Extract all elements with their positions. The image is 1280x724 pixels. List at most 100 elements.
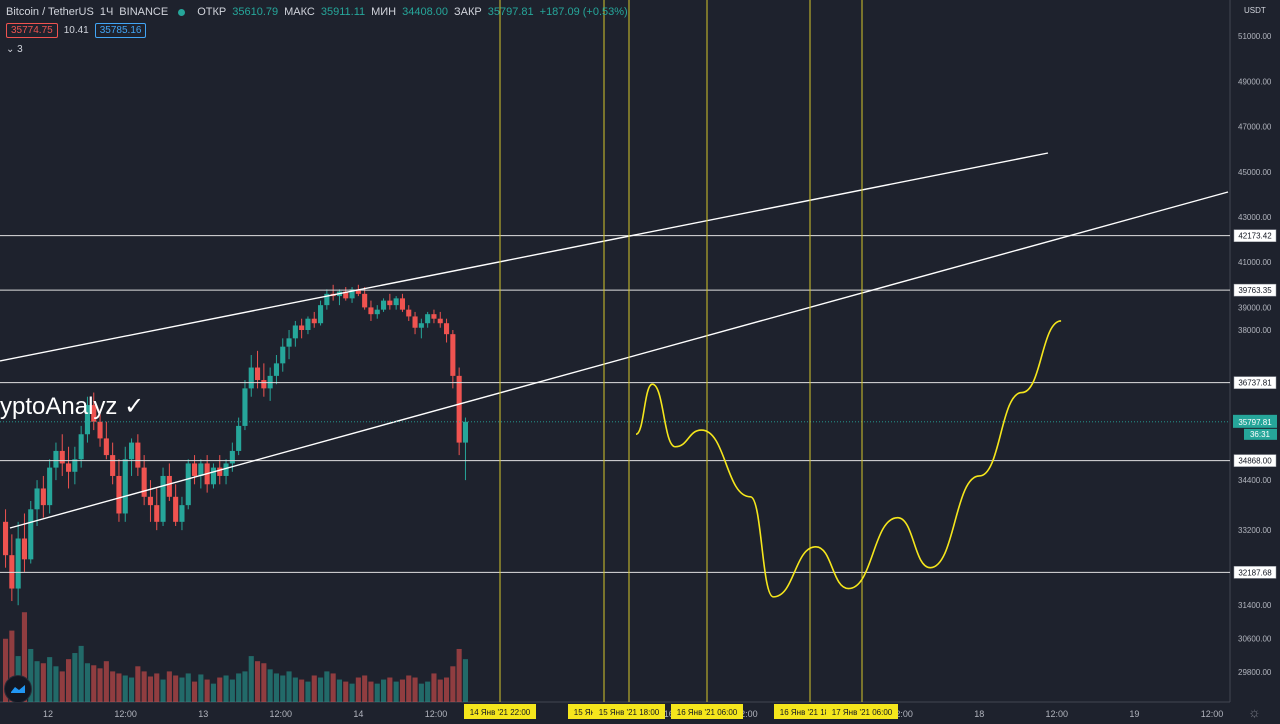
candle-body (261, 380, 267, 389)
candle-body (53, 450, 59, 468)
volume-bar (393, 681, 399, 702)
gear-icon[interactable]: ☼ (1248, 704, 1261, 720)
candle-body (47, 467, 53, 506)
high-label: МАКС (284, 6, 315, 18)
candle-body (324, 293, 330, 306)
candle-body (9, 555, 15, 589)
candle-body (198, 463, 204, 476)
price-tick-label: 45000.00 (1238, 168, 1272, 177)
time-tick-label: 19 (1129, 709, 1139, 719)
candle-body (84, 405, 90, 435)
volume-bar (141, 671, 147, 702)
time-mark-label: 16 Янв '21 06:00 (677, 708, 738, 717)
symbol-name[interactable]: Bitcoin / TetherUS (6, 6, 94, 18)
volume-bar (305, 681, 311, 702)
last-price-label: 35797.81 (1238, 418, 1272, 427)
candle-body (242, 388, 248, 426)
volume-bar (3, 638, 9, 702)
candle-body (21, 538, 27, 560)
time-tick-label: 14 (353, 709, 363, 719)
ask-box[interactable]: 35785.16 (94, 23, 147, 38)
candle-body (40, 488, 46, 506)
volume-bar (116, 673, 122, 702)
level-label-text: 42173.42 (1238, 232, 1272, 241)
volume-bar (47, 657, 53, 702)
candle-body (412, 316, 418, 328)
volume-bar (129, 677, 135, 702)
candle-body (160, 475, 166, 522)
candle-body (267, 375, 273, 389)
time-tick-label: 13 (198, 709, 208, 719)
level-label-text: 32187.68 (1238, 568, 1272, 577)
change-value: +187.09 (+0.53%) (539, 6, 628, 18)
volume-bar (248, 656, 254, 702)
indicators-toggle[interactable]: ⌄ 3 (6, 44, 23, 55)
candle-body (343, 291, 349, 299)
candle-body (311, 318, 317, 324)
candle-body (78, 434, 84, 460)
high-value: 35911.11 (320, 6, 366, 18)
price-tick-label: 43000.00 (1238, 213, 1272, 222)
volume-bar (166, 671, 172, 702)
symbol-header: Bitcoin / TetherUS 1Ч BINANCE ОТКР 35610.… (6, 4, 628, 20)
volume-bar (450, 666, 456, 702)
volume-bar (374, 683, 380, 702)
time-mark-label: 16 Янв '21 18:00 (780, 708, 841, 717)
tradingview-logo-icon[interactable] (4, 675, 32, 703)
candle-body (462, 421, 468, 443)
low-value: 34408.00 (402, 6, 449, 18)
bid-box[interactable]: 35774.75 (6, 23, 58, 38)
volume-bar (110, 671, 116, 702)
channel-lower-line (9, 191, 1229, 529)
candle-body (393, 298, 399, 306)
candle-body (399, 298, 405, 310)
volume-bar (229, 679, 235, 702)
candle-body (387, 300, 393, 306)
level-price-label: 32187.68 (1233, 566, 1277, 579)
time-mark-label-box (593, 704, 665, 719)
volume-bar (362, 675, 368, 702)
volume-bar (223, 675, 229, 702)
candle-body (59, 450, 65, 464)
time-mark-label: 15 Янв '21 18:00 (599, 708, 660, 717)
volume-bar (84, 663, 90, 702)
time-tick-label: 12 (43, 709, 53, 719)
interval-label[interactable]: 1Ч (99, 6, 114, 18)
candle-body (374, 309, 380, 315)
volume-bar (311, 675, 317, 702)
candle-body (418, 323, 424, 328)
volume-bar (72, 653, 78, 702)
level-price-label: 42173.42 (1233, 229, 1277, 242)
candle-body (210, 467, 216, 485)
volume-bar (103, 661, 109, 702)
time-mark-label: 17 Янв '21 06:00 (832, 708, 893, 717)
candle-body (91, 405, 97, 422)
volume-bar (59, 671, 65, 702)
price-tick-label: 38000.00 (1238, 326, 1272, 335)
volume-bar (53, 666, 59, 702)
candle-body (255, 367, 261, 381)
volume-bar (425, 681, 431, 702)
volume-bar (318, 677, 324, 702)
price-tick-label: 41000.00 (1238, 258, 1272, 267)
candle-body (368, 307, 374, 315)
volume-bar (204, 679, 210, 702)
volume-bar (198, 674, 204, 702)
volume-bar (418, 683, 424, 702)
volume-bar (412, 677, 418, 702)
volume-bar (444, 677, 450, 702)
candle-body (103, 438, 109, 456)
volume-bar (210, 683, 216, 702)
candle-body (141, 467, 147, 497)
volume-bar (406, 675, 412, 702)
bid-ask-row: 35774.75 10.41 35785.16 (6, 23, 147, 38)
volume-bar (66, 659, 72, 702)
watermark-text: yptoAnalyz ✓ (0, 393, 145, 420)
time-tick-label: 16 (664, 709, 674, 719)
volume-bar (299, 679, 305, 702)
candle-body (286, 338, 292, 347)
channel-upper-line (0, 152, 1049, 362)
volume-bar (349, 683, 355, 702)
